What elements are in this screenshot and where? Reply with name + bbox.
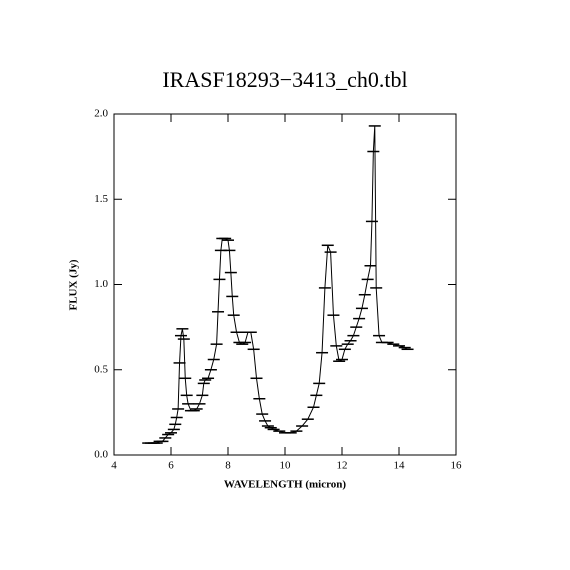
x-tick-label: 16 bbox=[451, 460, 463, 472]
y-axis-label: FLUX (Jy) bbox=[68, 259, 80, 310]
y-tick-label: 1.5 bbox=[94, 193, 108, 205]
y-tick-label: 0.5 bbox=[94, 363, 108, 375]
x-axis-label: WAVELENGTH (micron) bbox=[224, 479, 346, 491]
y-tick-label: 0.0 bbox=[94, 449, 108, 461]
y-tick-label: 1.0 bbox=[94, 278, 108, 290]
plot-frame bbox=[113, 113, 457, 456]
x-tick-label: 10 bbox=[280, 460, 292, 472]
y-tick-label: 2.0 bbox=[94, 108, 108, 120]
x-tick-label: 12 bbox=[337, 460, 348, 472]
x-tick-label: 6 bbox=[168, 460, 174, 472]
x-tick-label: 14 bbox=[394, 460, 406, 472]
x-tick-label: 4 bbox=[111, 460, 117, 472]
chart-title: IRASF18293−3413_ch0.tbl bbox=[162, 67, 407, 92]
x-tick-label: 8 bbox=[225, 460, 231, 472]
